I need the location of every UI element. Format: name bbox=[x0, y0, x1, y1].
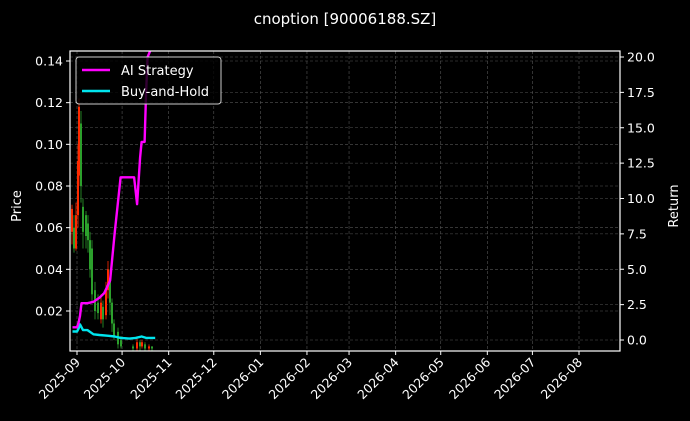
y-tick-label: 0.06 bbox=[35, 220, 63, 235]
y2-tick-label: 7.5 bbox=[627, 226, 647, 241]
y2-axis-label: Return bbox=[667, 184, 682, 227]
y-axis-label: Price bbox=[10, 190, 25, 222]
y-axis-left: 0.02 0.04 0.06 0.08 0.10 0.12 0.14 bbox=[35, 54, 70, 319]
y-tick-label: 0.10 bbox=[35, 137, 63, 152]
y2-tick-label: 12.5 bbox=[627, 156, 655, 171]
y-tick-label: 0.08 bbox=[35, 179, 63, 194]
y-tick-label: 0.02 bbox=[35, 304, 63, 319]
y2-tick-label: 0.0 bbox=[627, 333, 647, 348]
legend: AI Strategy Buy-and-Hold bbox=[75, 56, 222, 105]
y-tick-label: 0.14 bbox=[35, 54, 63, 69]
y2-tick-label: 17.5 bbox=[627, 85, 655, 100]
legend-label-bh: Buy-and-Hold bbox=[121, 85, 209, 100]
y2-tick-label: 2.5 bbox=[627, 297, 647, 312]
y2-tick-label: 10.0 bbox=[627, 191, 655, 206]
plot-frame bbox=[69, 50, 621, 352]
y2-tick-label: 20.0 bbox=[627, 50, 655, 65]
y2-tick-label: 5.0 bbox=[627, 262, 647, 277]
y-tick-label: 0.04 bbox=[35, 262, 63, 277]
chart-title: cnoption [90006188.SZ] bbox=[254, 10, 437, 28]
legend-label-ai: AI Strategy bbox=[121, 64, 194, 79]
y2-tick-label: 15.0 bbox=[627, 120, 655, 135]
candlesticks bbox=[71, 98, 153, 351]
ai-strategy-line bbox=[72, 51, 152, 329]
y-axis-right: 0.0 2.5 5.0 7.5 10.0 12.5 15.0 17.5 20.0 bbox=[620, 50, 655, 348]
buy-and-hold-line bbox=[72, 323, 156, 340]
y-tick-label: 0.12 bbox=[35, 95, 63, 110]
